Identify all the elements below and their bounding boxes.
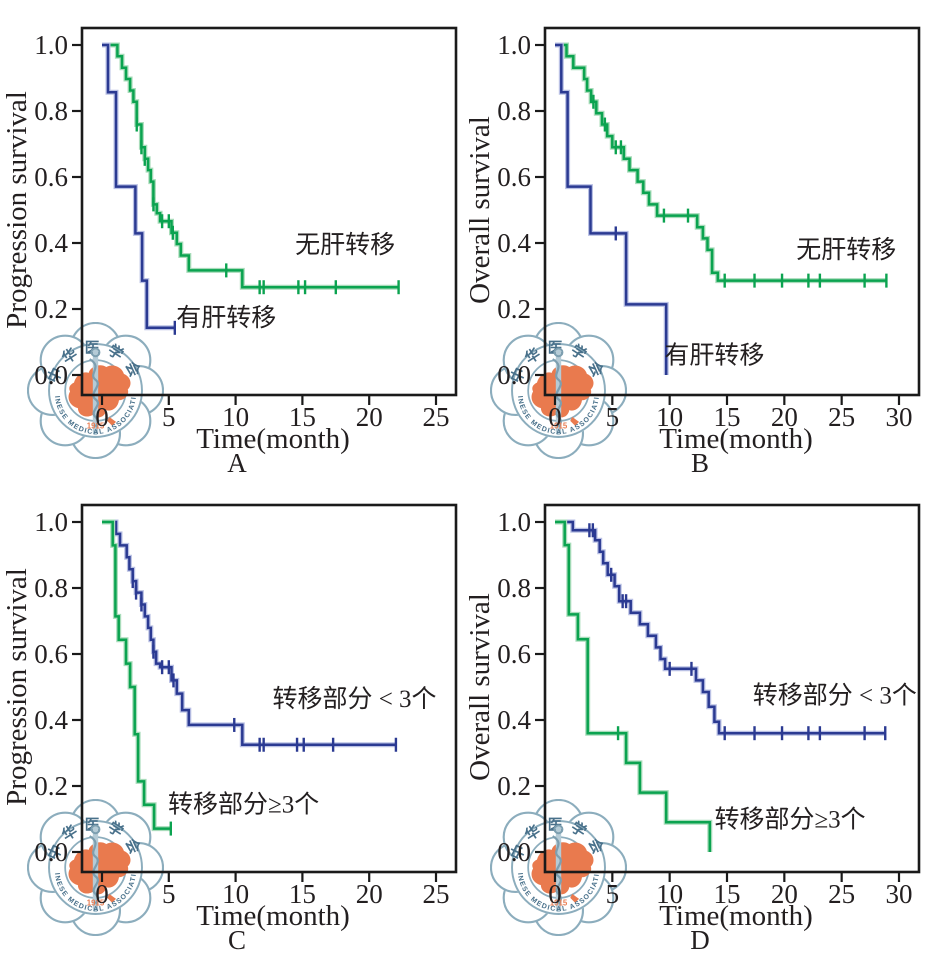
- y-tick-label: 0.6: [497, 162, 531, 192]
- x-tick-label: 25: [423, 879, 450, 909]
- y-axis-title: Progression survival: [1, 568, 33, 806]
- x-tick-label: 25: [828, 402, 855, 432]
- x-tick-label: 20: [356, 879, 383, 909]
- x-tick-label: 20: [771, 402, 798, 432]
- axis-box: [80, 503, 458, 874]
- curve-label: 转移部分 < 3个: [272, 685, 436, 713]
- y-axis-title: Overall survival: [464, 593, 496, 781]
- y-tick-label: 0.8: [34, 573, 68, 603]
- panel-C: 0.0 0.2 0.4 0.6 0.8 1.0 0 5 10 15 20 25 Time(month) P…: [1, 503, 458, 954]
- survival-curve: [555, 520, 712, 852]
- y-tick-label: 0.4: [497, 228, 531, 258]
- y-tick-label: 0.2: [34, 294, 68, 324]
- x-tick-label: 25: [423, 402, 450, 432]
- survival-curve-halo: [102, 42, 176, 331]
- y-tick-label: 1.0: [497, 30, 531, 60]
- x-tick-label: 0: [95, 879, 109, 909]
- x-tick-label: 30: [886, 402, 913, 432]
- y-tick-label: 0.8: [497, 573, 531, 603]
- curve-label: 无肝转移: [796, 236, 896, 264]
- x-tick-label: 5: [606, 879, 620, 909]
- y-tick-label: 1.0: [34, 507, 68, 537]
- x-tick-label: 15: [714, 879, 741, 909]
- y-tick-label: 0.2: [34, 771, 68, 801]
- x-tick-label: 10: [222, 402, 249, 432]
- x-tick-label: 15: [289, 402, 316, 432]
- y-tick-label: 0.2: [497, 771, 531, 801]
- survival-curve-halo: [555, 42, 669, 375]
- survival-curve: [555, 43, 887, 282]
- y-tick-label: 0.0: [34, 360, 68, 390]
- y-axis-title: Overall survival: [464, 116, 496, 304]
- y-tick-label: 0.4: [34, 228, 68, 258]
- panel-letter: B: [691, 448, 709, 477]
- x-axis-title: Time(month): [196, 900, 350, 932]
- panel-letter: A: [227, 448, 247, 477]
- axis-box: [543, 26, 921, 397]
- survival-curve: [102, 520, 172, 830]
- survival-curve: [555, 520, 886, 735]
- survival-curve-halo: [102, 519, 172, 832]
- y-tick-label: 0.0: [34, 837, 68, 867]
- x-tick-label: 5: [162, 402, 176, 432]
- y-tick-label: 0.4: [497, 705, 531, 735]
- x-axis-title: Time(month): [196, 423, 350, 455]
- panel-D: 0.0 0.2 0.4 0.6 0.8 1.0 0 5 10 15 20 25 30 Time(month…: [464, 503, 921, 954]
- x-tick-label: 10: [656, 402, 683, 432]
- curve-label: 无肝转移: [295, 231, 395, 259]
- x-tick-label: 25: [828, 879, 855, 909]
- x-tick-label: 20: [771, 879, 798, 909]
- y-tick-label: 0.0: [497, 360, 531, 390]
- x-tick-label: 0: [548, 402, 562, 432]
- x-tick-label: 0: [548, 879, 562, 909]
- y-tick-label: 0.8: [497, 96, 531, 126]
- y-tick-label: 0.8: [34, 96, 68, 126]
- survival-curve: [102, 520, 396, 747]
- x-tick-label: 5: [606, 402, 620, 432]
- survival-curve: [555, 43, 668, 375]
- y-tick-label: 0.4: [34, 705, 68, 735]
- x-tick-label: 5: [162, 879, 176, 909]
- survival-curve: [102, 43, 176, 330]
- curve-label: 转移部分 < 3个: [753, 682, 917, 710]
- curve-label: 有肝转移: [664, 341, 764, 369]
- x-tick-label: 10: [222, 879, 249, 909]
- survival-curve-halo: [555, 519, 713, 852]
- curve-label: 转移部分≥3个: [714, 805, 865, 833]
- y-tick-label: 0.6: [497, 639, 531, 669]
- x-tick-label: 30: [886, 879, 913, 909]
- y-tick-label: 0.0: [497, 837, 531, 867]
- x-tick-label: 20: [356, 402, 383, 432]
- curve-label: 转移部分≥3个: [168, 790, 319, 818]
- axis-box: [543, 503, 921, 874]
- x-tick-label: 0: [95, 402, 109, 432]
- panel-B: 0.0 0.2 0.4 0.6 0.8 1.0 0 5 10 15 20 25 30 Time(month…: [464, 26, 921, 477]
- y-tick-label: 0.6: [34, 162, 68, 192]
- y-tick-label: 0.2: [497, 294, 531, 324]
- x-tick-label: 15: [714, 402, 741, 432]
- survival-curve: [102, 43, 399, 289]
- curve-label: 有肝转移: [176, 304, 276, 332]
- x-axis-title: Time(month): [659, 900, 813, 932]
- y-tick-label: 1.0: [34, 30, 68, 60]
- y-axis-title: Progression survival: [1, 91, 33, 329]
- x-axis-title: Time(month): [659, 423, 813, 455]
- panel-letter: D: [690, 925, 710, 954]
- x-tick-label: 15: [289, 879, 316, 909]
- x-tick-label: 10: [656, 879, 683, 909]
- panel-A: 0.0 0.2 0.4 0.6 0.8 1.0 0 5 10 15 20 25 Time(month) P…: [1, 26, 458, 477]
- y-tick-label: 1.0: [497, 507, 531, 537]
- axis-box: [80, 26, 458, 397]
- panel-letter: C: [228, 925, 246, 954]
- y-tick-label: 0.6: [34, 639, 68, 669]
